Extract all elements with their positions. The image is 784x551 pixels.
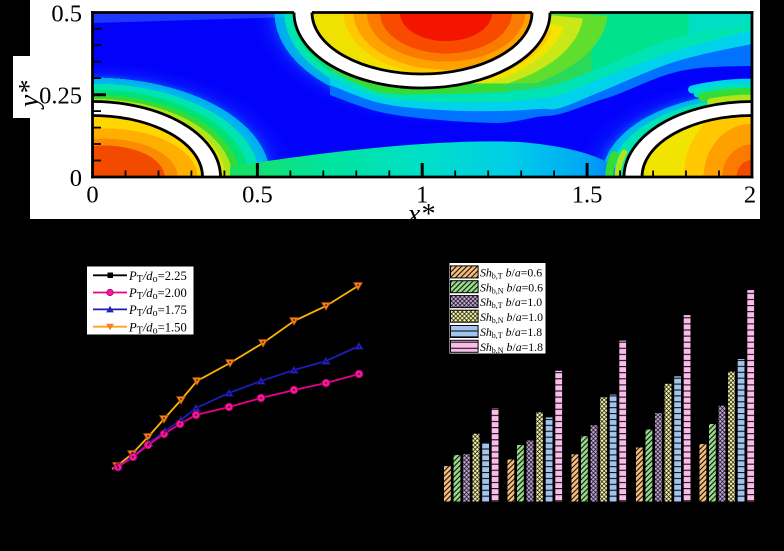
svg-text:0.5: 0.5 — [242, 182, 273, 209]
svg-text:x*: x* — [407, 199, 434, 230]
svg-text:Shb,T b/a=1.8: Shb,T b/a=1.8 — [480, 325, 542, 340]
svg-text:Shb,T b/a=0.6: Shb,T b/a=0.6 — [480, 266, 542, 281]
svg-text:0.25: 0.25 — [39, 83, 82, 110]
svg-text:0: 0 — [86, 182, 98, 209]
svg-text:Shb,T b/a=1.0: Shb,T b/a=1.0 — [480, 295, 542, 310]
svg-text:1: 1 — [416, 182, 428, 209]
svg-text:PT/do=1.75: PT/do=1.75 — [128, 303, 187, 319]
svg-text:PT/do=2.00: PT/do=2.00 — [128, 286, 187, 302]
svg-text:y*: y* — [14, 81, 45, 110]
svg-text:Shb,N b/a=1.0: Shb,N b/a=1.0 — [480, 310, 543, 325]
svg-text:Shb,N b/a=0.6: Shb,N b/a=0.6 — [480, 280, 543, 295]
svg-text:0: 0 — [70, 165, 82, 192]
svg-text:2: 2 — [744, 182, 756, 209]
svg-text:0.5: 0.5 — [51, 1, 82, 28]
svg-text:PT/do=2.25: PT/do=2.25 — [128, 269, 187, 285]
svg-text:1.5: 1.5 — [572, 182, 603, 209]
svg-text:Shb,N b/a=1.8: Shb,N b/a=1.8 — [480, 340, 543, 355]
svg-text:PT/do=1.50: PT/do=1.50 — [128, 320, 187, 336]
